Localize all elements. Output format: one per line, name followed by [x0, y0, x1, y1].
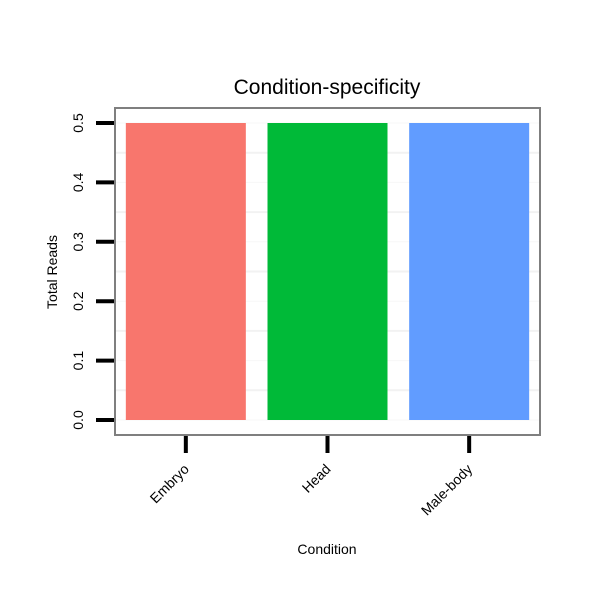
x-tick-label: Male-body	[418, 461, 476, 519]
y-tick-label: 0.1	[70, 351, 86, 371]
y-tick-label: 0.2	[70, 291, 86, 311]
bar-head	[267, 123, 388, 420]
x-tick-label: Embryo	[147, 461, 193, 507]
y-tick-label: 0.3	[70, 232, 86, 252]
plot-panel-border	[114, 107, 541, 436]
bars	[125, 123, 530, 420]
x-axis: Embryo Head Male-body	[147, 436, 476, 519]
bar-embryo	[125, 123, 246, 420]
y-axis-label: Total Reads	[44, 235, 60, 309]
y-tick-label: 0.5	[70, 113, 86, 133]
bar-male-body	[409, 123, 530, 420]
x-tick-label: Head	[299, 461, 334, 496]
x-axis-label: Condition	[297, 541, 356, 557]
y-axis: 0.0 0.1 0.2 0.3 0.4 0.5	[70, 113, 114, 430]
chart-title: Condition-specificity	[234, 76, 421, 99]
y-tick-label: 0.0	[70, 410, 86, 430]
y-tick-label: 0.4	[70, 172, 86, 192]
